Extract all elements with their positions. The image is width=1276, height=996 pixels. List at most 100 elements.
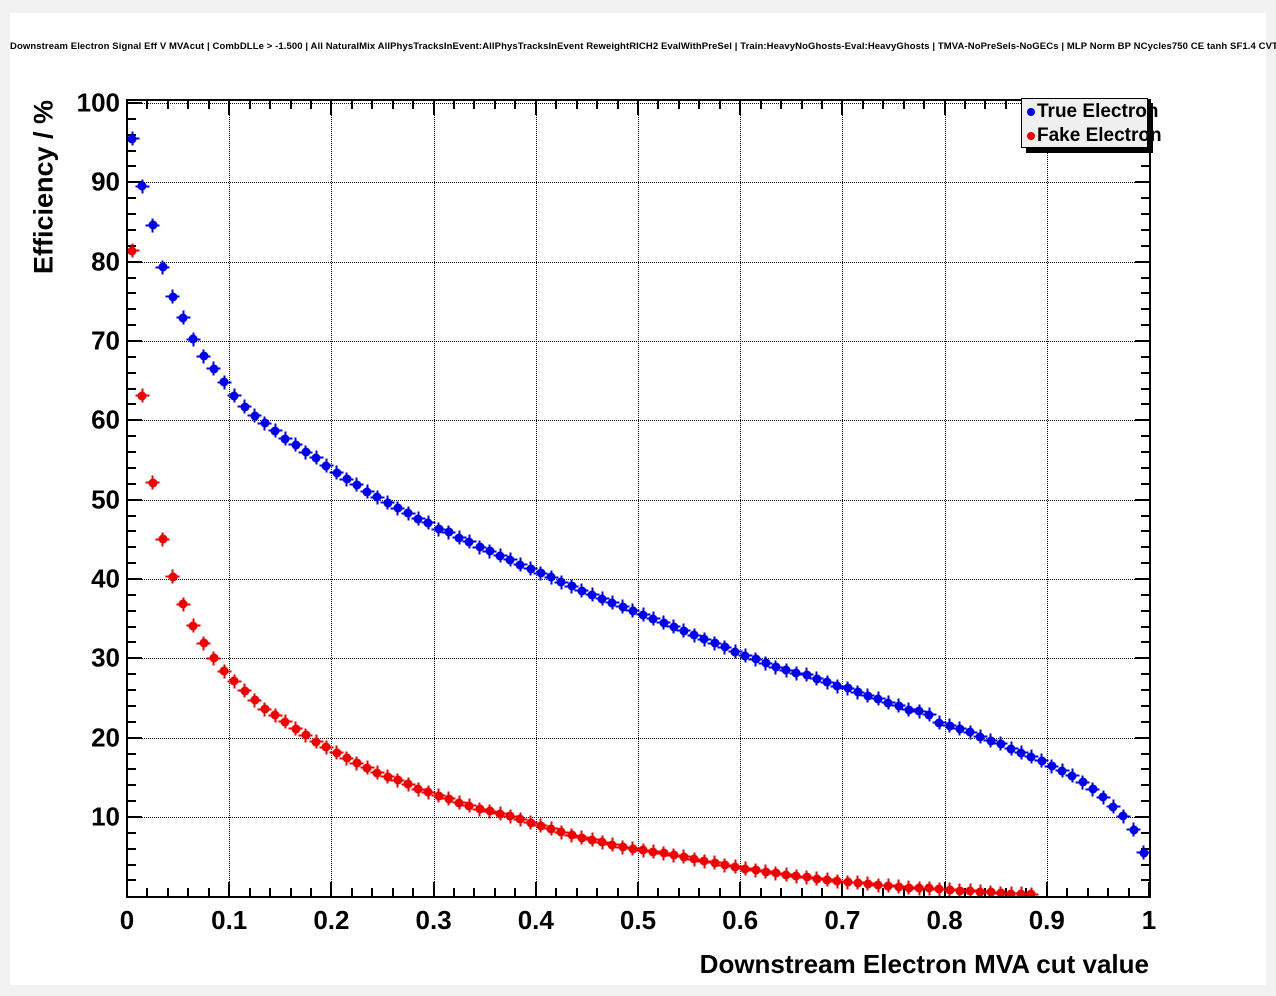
data-point-fake-electron [1024, 887, 1039, 896]
data-point-true-electron [666, 619, 681, 634]
data-point-true-electron [288, 437, 303, 452]
tick-y-right [1141, 593, 1149, 596]
tick-x-top [371, 101, 374, 109]
tick-x-bottom [412, 888, 415, 896]
tick-y-left [128, 720, 136, 723]
tick-y-left [128, 863, 136, 866]
tick-y-left [128, 657, 142, 660]
tick-y-left [128, 879, 136, 882]
y-tick-label: 20 [91, 722, 120, 753]
data-point-true-electron [1096, 790, 1110, 805]
data-point-true-electron [441, 525, 456, 540]
data-point-true-electron [768, 660, 783, 675]
tick-y-left [128, 181, 142, 184]
tick-x-top [187, 101, 190, 109]
gridline-x [638, 101, 639, 896]
data-point-fake-electron [963, 883, 978, 896]
tick-y-right [1141, 784, 1149, 787]
data-point-true-electron [227, 388, 242, 403]
tick-y-left [128, 593, 136, 596]
data-point-fake-electron [513, 812, 528, 827]
tick-x-top [575, 101, 578, 109]
fake-electron-marker-icon [1027, 131, 1035, 140]
tick-y-right [1141, 324, 1149, 327]
tick-y-right [1141, 625, 1149, 628]
data-point-fake-electron [881, 878, 896, 893]
data-point-fake-electron [523, 815, 538, 830]
tick-y-right [1141, 197, 1149, 200]
tick-x-top [289, 101, 292, 109]
data-point-true-electron [820, 675, 835, 690]
tick-x-bottom [248, 888, 251, 896]
data-point-fake-electron [257, 702, 272, 717]
data-point-fake-electron [462, 798, 477, 813]
x-tick-label: 1 [1141, 905, 1157, 935]
data-point-true-electron [513, 557, 528, 572]
data-point-true-electron [922, 707, 937, 722]
data-point-true-electron [625, 603, 640, 618]
tick-x-bottom [718, 888, 721, 896]
data-point-fake-electron [850, 875, 865, 890]
tick-x-bottom [289, 888, 292, 896]
tick-y-right [1141, 546, 1149, 549]
tick-y-right [1141, 562, 1149, 565]
tick-y-left [128, 736, 142, 739]
tick-x-top [166, 101, 169, 109]
tick-x-top [780, 101, 783, 109]
gridline-x [740, 101, 742, 896]
tick-x-top [146, 101, 149, 109]
tick-x-top [555, 101, 558, 109]
data-point-fake-electron [128, 243, 140, 258]
data-point-fake-electron [666, 848, 681, 863]
tick-x-bottom [1004, 888, 1007, 896]
tick-y-left [128, 847, 136, 850]
tick-x-bottom [1066, 888, 1069, 896]
data-point-true-electron [1034, 753, 1049, 768]
data-point-true-electron [217, 375, 232, 390]
data-point-true-electron [779, 663, 794, 678]
legend-entry-fake-electron: Fake Electron [1027, 123, 1162, 148]
tick-y-left [128, 625, 136, 628]
data-point-true-electron [840, 681, 855, 696]
legend-label-fake-electron: Fake Electron [1037, 124, 1162, 146]
data-point-true-electron [421, 515, 436, 530]
data-point-fake-electron [360, 760, 375, 775]
data-point-fake-electron [339, 751, 354, 766]
tick-x-top [309, 101, 312, 109]
data-point-true-electron [493, 548, 508, 563]
tick-x-bottom [371, 888, 374, 896]
data-point-fake-electron [278, 714, 293, 729]
tick-y-left [128, 387, 136, 390]
tick-y-left [128, 165, 136, 168]
x-tick-label: 0.1 [211, 905, 248, 935]
data-point-true-electron [155, 260, 170, 275]
tick-y-right [1141, 752, 1149, 755]
tick-x-bottom [555, 888, 558, 896]
data-point-fake-electron [574, 830, 589, 845]
data-point-fake-electron [533, 818, 548, 833]
tick-x-bottom [391, 888, 394, 896]
tick-x-bottom [1148, 882, 1149, 896]
data-point-true-electron [789, 666, 804, 681]
data-point-true-electron [1136, 845, 1149, 860]
tick-y-right [1141, 403, 1149, 406]
gridline-x [1046, 101, 1048, 896]
data-point-fake-electron [165, 569, 180, 584]
data-point-true-electron [360, 484, 375, 499]
data-point-true-electron [973, 729, 988, 744]
gridline-x [842, 101, 844, 896]
tick-x-top [1004, 101, 1007, 109]
data-point-true-electron [145, 218, 160, 233]
tick-x-top [412, 101, 415, 109]
data-point-true-electron [850, 685, 865, 700]
tick-y-left [128, 831, 136, 834]
data-point-true-electron [411, 511, 426, 526]
y-tick-label: 30 [91, 642, 120, 673]
tick-y-left [128, 371, 136, 374]
tick-y-right [1141, 371, 1149, 374]
tick-x-bottom [493, 888, 496, 896]
data-point-true-electron [309, 450, 324, 465]
tick-x-bottom [841, 882, 844, 896]
data-point-fake-electron [431, 788, 446, 803]
tick-x-top [841, 101, 844, 115]
